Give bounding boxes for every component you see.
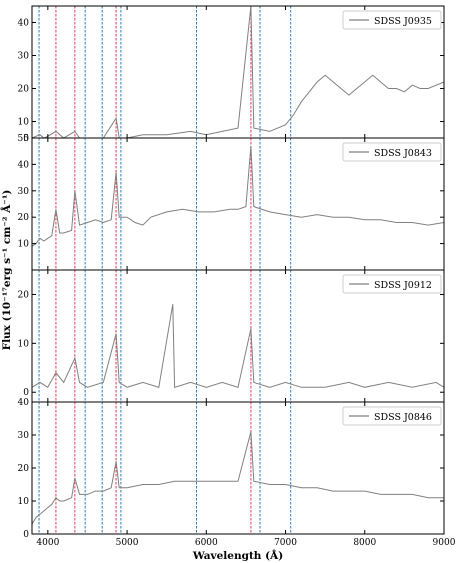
y-tick-label: 5 bbox=[23, 134, 29, 144]
y-tick-label: 10 bbox=[18, 497, 30, 507]
legend-frame bbox=[342, 274, 442, 294]
legend-label: SDSS J0846 bbox=[374, 412, 432, 423]
x-tick-label: 5000 bbox=[116, 538, 139, 548]
y-tick-label: 40 bbox=[18, 398, 30, 408]
legend-label: SDSS J0843 bbox=[374, 148, 432, 159]
y-tick-label: 20 bbox=[18, 85, 30, 95]
legend: SDSS J0846 bbox=[342, 406, 442, 426]
x-tick-label: 6000 bbox=[195, 538, 218, 548]
y-tick-label: 30 bbox=[18, 187, 30, 197]
legend-label: SDSS J0935 bbox=[374, 16, 432, 27]
y-tick-label: 40 bbox=[18, 160, 30, 170]
panels: 5 10 20 30 40 SDSS J0935 10 20 30 40 50 SDSS J0843 0… bbox=[18, 5, 456, 548]
spectrum-line bbox=[32, 145, 444, 247]
y-tick-label: 0 bbox=[23, 530, 29, 540]
y-tick-label: 20 bbox=[18, 290, 30, 300]
y-tick-label: 50 bbox=[18, 134, 30, 144]
x-tick-label: 7000 bbox=[274, 538, 297, 548]
legend-frame bbox=[342, 10, 442, 30]
x-axis-label: Wavelength (Å) bbox=[192, 548, 283, 562]
legend-frame bbox=[342, 142, 442, 162]
x-tick-label: 4000 bbox=[36, 538, 59, 548]
y-tick-label: 10 bbox=[18, 240, 30, 250]
panel-4: 0 10 20 30 40 SDSS J0846 bbox=[18, 398, 445, 540]
y-tick-label: 20 bbox=[18, 213, 30, 223]
y-tick-label: 40 bbox=[18, 19, 30, 29]
y-tick-label: 10 bbox=[18, 118, 30, 128]
legend: SDSS J0912 bbox=[342, 274, 442, 294]
legend: SDSS J0843 bbox=[342, 142, 442, 162]
y-tick-label: 30 bbox=[18, 431, 30, 441]
y-tick-label: 0 bbox=[23, 388, 29, 398]
y-tick-label: 20 bbox=[18, 464, 30, 474]
spectrum-line bbox=[32, 6, 444, 138]
x-tick-label: 9000 bbox=[433, 538, 456, 548]
spectrum-line bbox=[32, 304, 444, 389]
legend: SDSS J0935 bbox=[342, 10, 442, 30]
legend-label: SDSS J0912 bbox=[374, 280, 432, 291]
y-axis-label: Flux (10⁻¹⁷erg s⁻¹ cm⁻² Å⁻¹) bbox=[0, 190, 13, 351]
panel-2: 10 20 30 40 50 SDSS J0843 bbox=[18, 134, 445, 271]
panel-3: 0 10 20 SDSS J0912 bbox=[18, 269, 445, 403]
x-tick-label: 8000 bbox=[353, 538, 376, 548]
y-tick-label: 30 bbox=[18, 52, 30, 62]
y-tick-label: 10 bbox=[18, 339, 30, 349]
panel-1: 5 10 20 30 40 SDSS J0935 bbox=[18, 5, 445, 144]
legend-frame bbox=[342, 406, 442, 426]
spectrum-line bbox=[32, 431, 444, 525]
